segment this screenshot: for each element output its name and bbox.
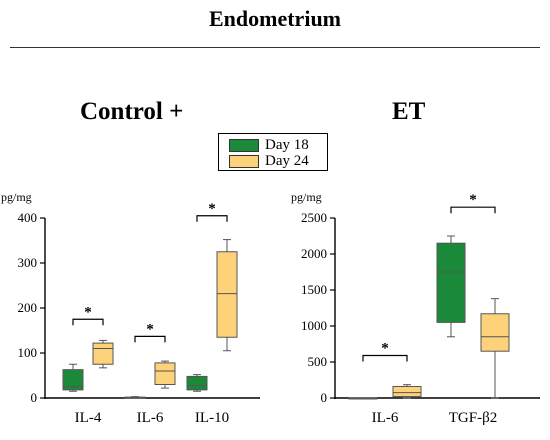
y-tick-label: 2000: [301, 246, 327, 261]
legend-swatch-day18: [229, 138, 259, 152]
box-day-24-il-10: [216, 251, 238, 338]
x-tick-label-il-4: IL-4: [75, 410, 102, 426]
box-day-18-il-4: [62, 369, 84, 391]
x-tick-label-il-6: IL-6: [137, 410, 164, 426]
chart-et: pg/mg 0 500 1000 1500 2000 2500 IL-6 TGF-β2 * *: [291, 190, 540, 426]
box-day-24-tgf-2: [480, 313, 510, 352]
significance-il-6-marker: *: [381, 341, 389, 357]
legend-label-day18: Day 18: [265, 136, 309, 153]
significance-il-4-bracket: [72, 318, 104, 326]
y-tick-label: 400: [18, 210, 38, 225]
significance-tgf-2-bracket: [450, 206, 496, 214]
y-tick-label: 500: [308, 354, 328, 369]
significance-il-6-bracket: [362, 354, 408, 362]
significance-il-10-marker: *: [208, 201, 216, 217]
y-axis-label: pg/mg: [1, 190, 32, 204]
box-day-18-tgf-2: [436, 242, 466, 323]
significance-il-4-marker: *: [84, 304, 92, 320]
significance-il-6-bracket: [134, 335, 166, 343]
y-tick-label: 1500: [301, 282, 327, 297]
x-tick-label-tgf-2: TGF-β2: [449, 410, 497, 426]
significance-tgf-2-marker: *: [469, 192, 477, 208]
box-day-24-il-6: [154, 362, 176, 385]
y-tick-label: 200: [18, 300, 38, 315]
title-divider: [10, 47, 540, 48]
significance-il-10-bracket: [196, 215, 228, 222]
y-tick-label: 0: [321, 390, 328, 405]
panel-title-et: ET: [392, 98, 426, 125]
box-day-24-il-6: [392, 385, 422, 398]
legend-item-day18: Day 18: [229, 137, 309, 153]
panel-title-control: Control +: [80, 98, 184, 125]
box-day-18-il-10: [186, 375, 208, 391]
legend-swatch-day24: [229, 154, 259, 168]
y-tick-label: 2500: [301, 210, 327, 225]
y-tick-label: 1000: [301, 318, 327, 333]
significance-il-6-marker: *: [146, 321, 154, 337]
box-day-24-il-4: [92, 342, 114, 365]
x-tick-label-il-10: IL-10: [195, 410, 229, 426]
x-tick-label-il-6: IL-6: [372, 410, 399, 426]
chart-control: pg/mg 0 100 200 300 400 IL-4 IL-6 IL-10 * * *: [1, 190, 260, 426]
y-tick-label: 0: [31, 390, 38, 405]
y-tick-label: 300: [18, 255, 38, 270]
y-tick-label: 100: [18, 345, 38, 360]
legend-label-day24: Day 24: [265, 152, 309, 169]
figure-title: Endometrium: [209, 6, 341, 31]
legend-item-day24: Day 24: [229, 153, 309, 169]
y-axis-label: pg/mg: [291, 190, 322, 204]
legend: Day 18 Day 24: [218, 133, 328, 171]
